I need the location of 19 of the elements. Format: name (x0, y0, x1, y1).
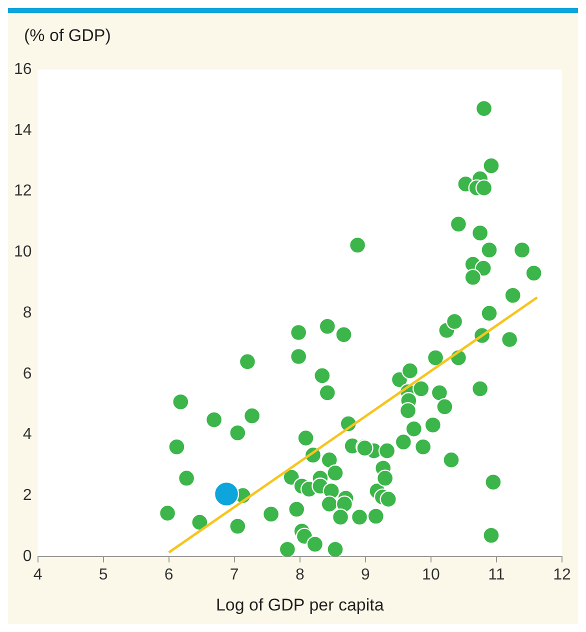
y-tick-label: 8 (22, 304, 32, 322)
y-axis-title: (% of GDP) (24, 26, 111, 46)
y-tick-label: 10 (14, 244, 32, 261)
x-tick-label: 8 (295, 566, 304, 584)
y-tick-label: 12 (14, 182, 32, 200)
x-tick-label: 5 (98, 566, 108, 584)
x-tick-label: 6 (164, 566, 174, 584)
x-tick-label: 11 (488, 566, 505, 584)
x-tick-label: 12 (553, 566, 571, 584)
x-tick-label: 7 (230, 566, 239, 584)
y-tick-label: 6 (22, 365, 32, 382)
x-tick-label: 10 (422, 566, 440, 584)
x-tick-label: 9 (360, 566, 370, 584)
y-tick-label: 0 (22, 548, 32, 565)
y-tick-label: 2 (22, 486, 32, 504)
y-tick-label: 4 (22, 426, 32, 444)
y-tick-label: 14 (14, 122, 32, 139)
x-axis-title: Log of GDP per capita (216, 595, 384, 614)
y-tick-label: 16 (14, 61, 32, 78)
